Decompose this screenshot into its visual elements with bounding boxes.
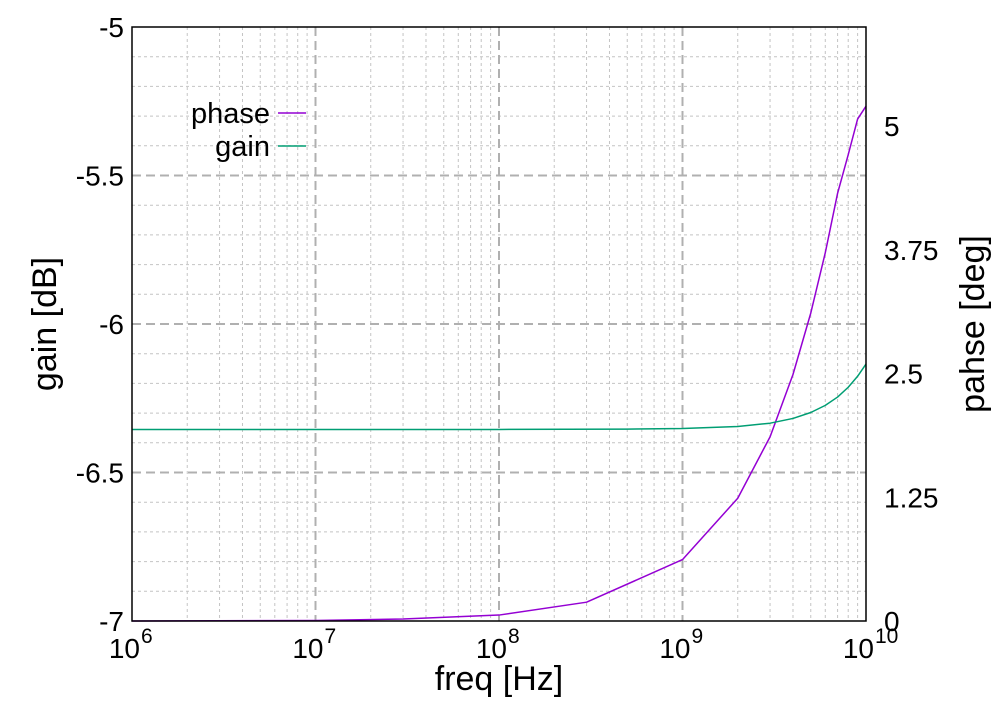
y-right-tick-label: 5 xyxy=(884,111,900,142)
x-tick-exponent: 6 xyxy=(141,625,153,648)
x-tick-label: 10 7 xyxy=(292,625,336,664)
x-axis-title: freq [Hz] xyxy=(435,660,563,698)
x-tick-base: 10 xyxy=(843,633,874,664)
y-right-tick-label: 3.75 xyxy=(884,235,939,266)
series-line-gain xyxy=(132,363,867,431)
x-tick-exponent: 8 xyxy=(508,625,520,648)
y-right-tick-labels: 5 3.75 2.5 1.25 0 xyxy=(884,111,939,637)
legend-label-phase: phase xyxy=(191,98,270,130)
y-left-tick-label: -5 xyxy=(99,12,124,43)
x-tick-base: 10 xyxy=(476,633,507,664)
x-tick-labels: 10 6 10 7 10 8 10 9 10 10 xyxy=(109,625,899,664)
x-tick-label: 10 10 xyxy=(843,625,899,664)
x-tick-base: 10 xyxy=(292,633,323,664)
x-tick-label: 10 9 xyxy=(659,625,703,664)
y-left-tick-label: -5.5 xyxy=(76,161,124,192)
legend: phase gain xyxy=(191,98,306,163)
x-tick-base: 10 xyxy=(659,633,690,664)
x-tick-label: 10 6 xyxy=(109,625,153,664)
plot-frame xyxy=(131,26,867,622)
y-right-tick-label: 2.5 xyxy=(884,359,923,390)
x-tick-base: 10 xyxy=(109,633,140,664)
y-left-tick-labels: -5 -5.5 -6 -6.5 -7 xyxy=(76,12,124,637)
y-left-tick-label: -6 xyxy=(99,309,124,340)
major-grid xyxy=(132,27,866,621)
legend-label-gain: gain xyxy=(215,131,270,163)
x-tick-label: 10 8 xyxy=(476,625,520,664)
y-right-axis-title: pahse [deg] xyxy=(954,235,992,413)
y-left-tick-label: -7 xyxy=(99,606,124,637)
x-tick-exponent: 7 xyxy=(325,625,337,648)
y-right-tick-label: 1.25 xyxy=(884,482,939,513)
series-layer xyxy=(131,105,867,622)
y-left-tick-label: -6.5 xyxy=(76,458,124,489)
y-left-axis-title: gain [dB] xyxy=(26,257,64,391)
y-right-tick-label: 0 xyxy=(884,606,900,637)
series-line-phase xyxy=(131,105,867,622)
x-tick-exponent: 10 xyxy=(875,625,898,648)
x-tick-exponent: 9 xyxy=(692,625,704,648)
